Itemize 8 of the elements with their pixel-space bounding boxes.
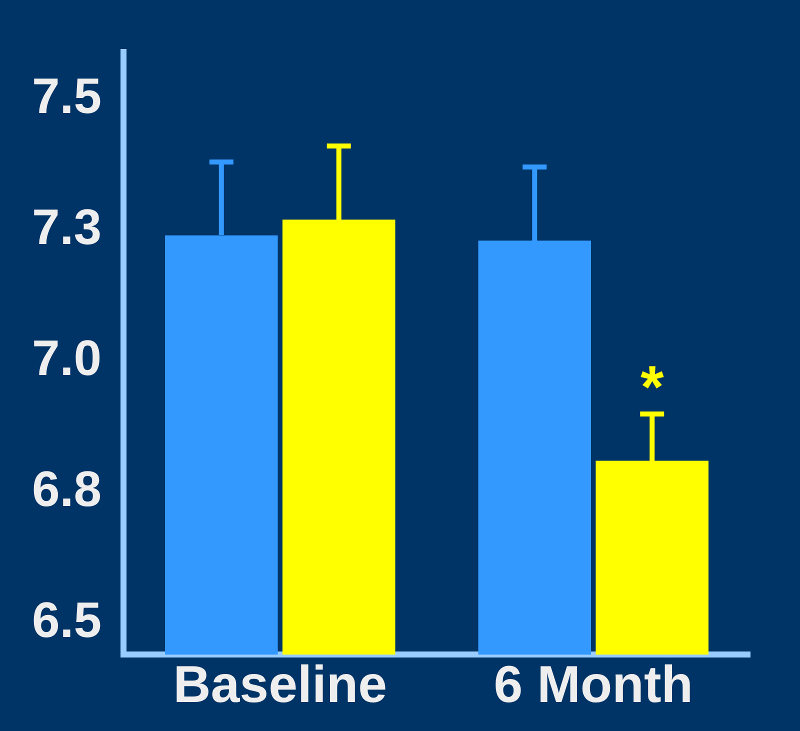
- y-tick-label: 6.8: [32, 460, 102, 517]
- annotation: *: [640, 353, 664, 420]
- x-tick-label: 6 Month: [494, 656, 694, 714]
- y-tick-label: 7.0: [32, 330, 102, 386]
- x-tick-label: Baseline: [173, 656, 388, 714]
- y-tick-label: 7.3: [32, 198, 102, 255]
- y-tick-label: 6.5: [32, 592, 102, 648]
- y-tick-label: 7.5: [32, 68, 102, 124]
